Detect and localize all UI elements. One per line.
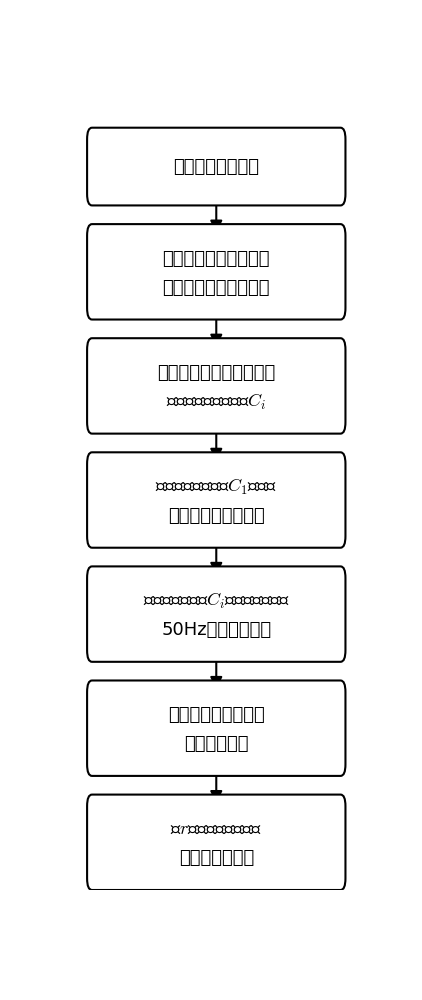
FancyBboxPatch shape <box>87 338 346 434</box>
FancyBboxPatch shape <box>87 224 346 320</box>
Text: 50Hz的陷波滤波器: 50Hz的陷波滤波器 <box>161 621 271 639</box>
FancyBboxPatch shape <box>87 566 346 662</box>
FancyBboxPatch shape <box>87 795 346 890</box>
FancyBboxPatch shape <box>87 452 346 548</box>
Text: 到降噪后的信号: 到降噪后的信号 <box>179 849 254 867</box>
Text: 前$r$个重构分量叠加得: 前$r$个重构分量叠加得 <box>170 820 262 838</box>
Text: 奇异值分解，降序排列: 奇异值分解，降序排列 <box>162 279 270 297</box>
Text: 所有的重构分量$C_i$通过截止频率为: 所有的重构分量$C_i$通过截止频率为 <box>143 591 290 611</box>
Text: 读取心电信号数据: 读取心电信号数据 <box>173 158 259 176</box>
Text: 形成轨迹矩阵并对其做: 形成轨迹矩阵并对其做 <box>162 250 270 268</box>
Text: 重构分量个数: 重构分量个数 <box>184 735 249 753</box>
FancyBboxPatch shape <box>87 680 346 776</box>
Text: 对奇异值对应的矩阵做对: 对奇异值对应的矩阵做对 <box>157 364 276 382</box>
Text: 角平均得到重构分量$C_i$: 角平均得到重构分量$C_i$ <box>166 392 266 412</box>
Text: 相关系数阈值法选择: 相关系数阈值法选择 <box>168 706 265 724</box>
Text: 多项式拟合并减去它: 多项式拟合并减去它 <box>168 507 265 525</box>
Text: 对第一个重构分量$C_1$用低阶: 对第一个重构分量$C_1$用低阶 <box>155 477 277 497</box>
FancyBboxPatch shape <box>87 128 346 205</box>
